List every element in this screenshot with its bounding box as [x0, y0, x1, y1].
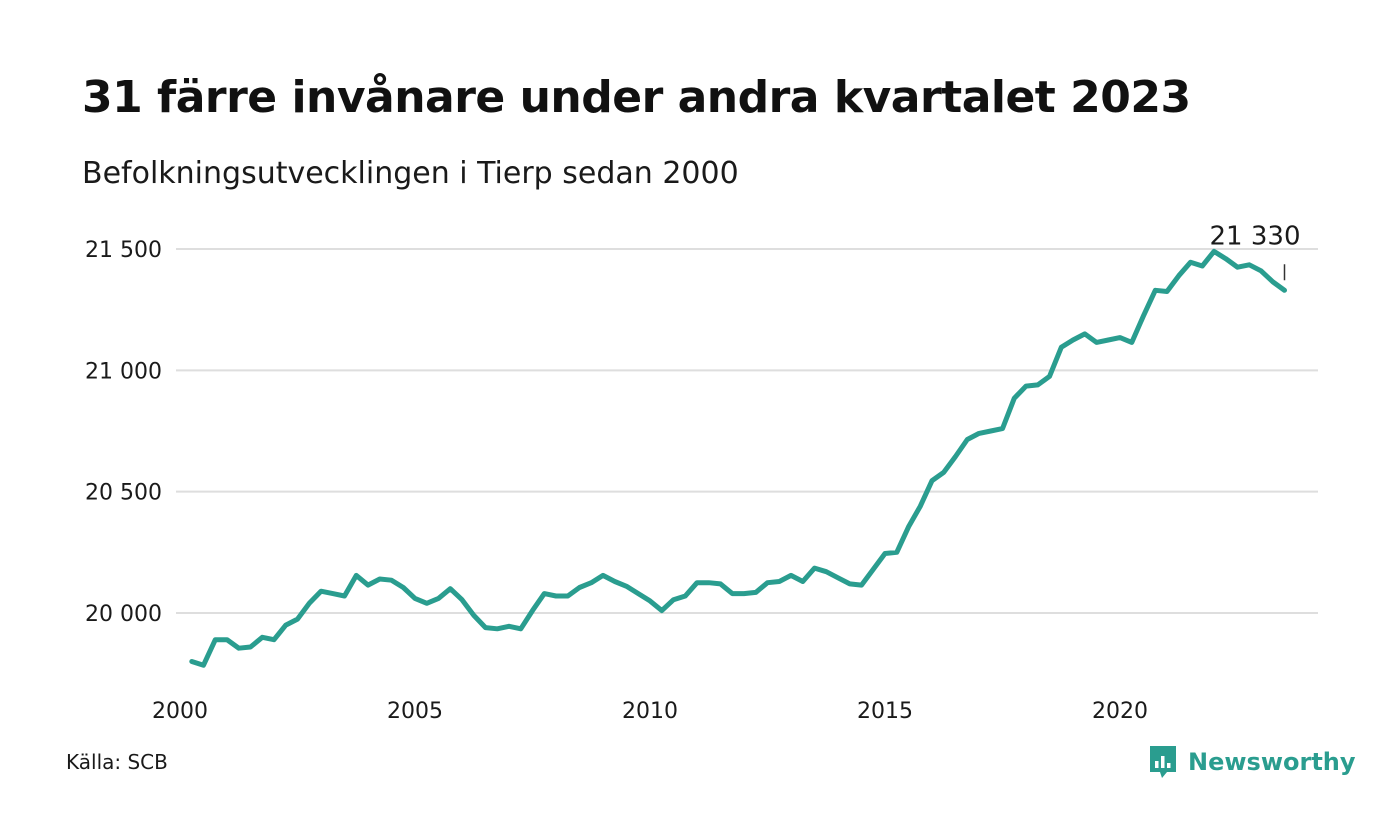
y-tick-label: 20 000 — [85, 602, 162, 627]
chart-title: 31 färre invånare under andra kvartalet … — [82, 72, 1191, 123]
series-line — [189, 248, 1287, 668]
brand-logo: Newsworthy — [1148, 744, 1356, 780]
end-value-label: 21 330 — [1210, 221, 1301, 251]
y-tick-label: 21 000 — [85, 359, 162, 384]
chart-subtitle: Befolkningsutvecklingen i Tierp sedan 20… — [82, 156, 739, 191]
x-tick-label: 2000 — [152, 699, 208, 724]
series-layer — [189, 248, 1287, 668]
x-axis: 2000 2005 2010 2015 2020 — [152, 699, 1148, 724]
annotations: 21 330 — [1210, 221, 1301, 281]
gridlines — [176, 248, 1318, 614]
x-tick-label: 2005 — [387, 699, 443, 724]
chat-bar-chart-icon — [1150, 746, 1176, 778]
y-axis: 20 000 20 500 21 000 21 500 — [85, 238, 162, 627]
x-tick-label: 2010 — [622, 699, 678, 724]
source-label: Källa: SCB — [66, 750, 168, 774]
x-tick-label: 2015 — [857, 699, 913, 724]
y-tick-label: 20 500 — [85, 481, 162, 506]
x-tick-label: 2020 — [1092, 699, 1148, 724]
brand-name: Newsworthy — [1188, 748, 1356, 776]
y-tick-label: 21 500 — [85, 238, 162, 263]
